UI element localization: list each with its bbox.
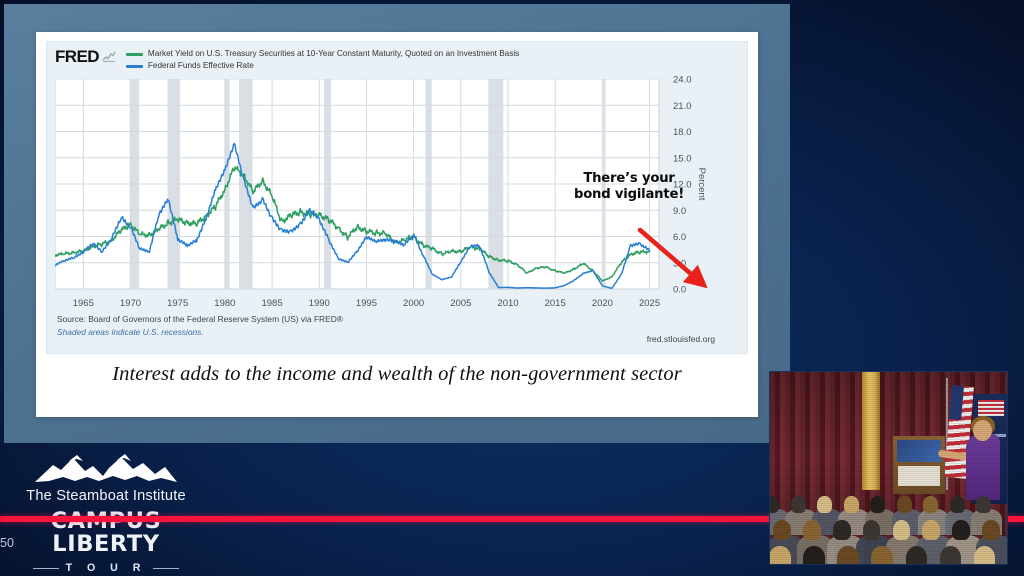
fred-chart-header: FRED Market Yield on U.S. Treasury Secur…	[47, 42, 747, 75]
chart-svg: 0.03.06.09.012.015.018.021.024.019651970…	[55, 75, 707, 309]
audience-member-head	[802, 520, 821, 541]
legend-item-treasury10y: Market Yield on U.S. Treasury Securities…	[125, 49, 520, 60]
audience-member-head	[770, 496, 779, 514]
y-axis-tick-label: 24.0	[673, 75, 692, 86]
podium-papers	[898, 466, 940, 486]
legend-swatch-fedfunds	[125, 65, 143, 68]
audience-member-head	[952, 520, 971, 541]
audience-member-head	[949, 496, 965, 514]
x-axis-tick-label: 2025	[639, 298, 660, 309]
y-axis-tick-label: 6.0	[673, 232, 686, 243]
sparkline-icon	[102, 51, 116, 62]
audience-member-head	[923, 496, 939, 514]
audience-member-head	[922, 520, 941, 541]
legend-label-treasury10y: Market Yield on U.S. Treasury Securities…	[147, 49, 520, 59]
chart-line-fedfunds	[55, 142, 651, 290]
legend-item-fedfunds: Federal Funds Effective Rate	[125, 61, 519, 72]
branding-block: The Steamboat Institute CAMPUS LIBERTY T…	[16, 452, 196, 574]
fred-chart: FRED Market Yield on U.S. Treasury Secur…	[46, 41, 748, 354]
x-axis-tick-label: 1975	[167, 298, 188, 309]
audience-member-head	[862, 520, 881, 541]
mountain-range-icon	[35, 454, 177, 482]
gold-column	[862, 372, 880, 490]
audience-member-head	[892, 520, 911, 541]
audience-member-head	[773, 520, 791, 541]
x-axis-tick-label: 1985	[261, 298, 282, 309]
chart-source-line: Source: Board of Governors of the Federa…	[57, 314, 343, 324]
y-axis-title: Percent	[696, 168, 707, 201]
institute-name: The Steamboat Institute	[26, 488, 186, 504]
podium-screen	[897, 440, 941, 462]
podium	[893, 436, 945, 494]
audience-member-head	[832, 520, 851, 541]
presentation-video-thumbnail[interactable]	[769, 371, 1008, 565]
audience	[770, 472, 1007, 564]
slide-panel: FRED Market Yield on U.S. Treasury Secur…	[4, 4, 790, 443]
y-axis-tick-label: 12.0	[673, 180, 692, 191]
x-axis-tick-label: 2020	[592, 298, 613, 309]
slide-caption: Interest adds to the income and wealth o…	[112, 363, 682, 385]
audience-member-head	[973, 546, 996, 564]
x-axis-tick-label: 2010	[497, 298, 518, 309]
audience-member-head	[871, 546, 893, 564]
tour-rule-right	[153, 567, 180, 569]
x-axis-tick-label: 1965	[73, 298, 94, 309]
speaker-body	[966, 434, 1000, 500]
audience-member-head	[770, 546, 791, 564]
audience-member-head	[896, 496, 912, 514]
x-axis-tick-label: 1990	[309, 298, 330, 309]
chart-plot-area: 0.03.06.09.012.015.018.021.024.019651970…	[55, 75, 741, 323]
chart-legend: Market Yield on U.S. Treasury Securities…	[125, 48, 520, 72]
chart-line-treasury10y	[55, 165, 651, 283]
x-axis-tick-label: 2005	[450, 298, 471, 309]
x-axis-tick-label: 1970	[120, 298, 141, 309]
progress-bar[interactable]	[0, 516, 1024, 522]
fred-wordmark: FRED	[55, 47, 99, 66]
tour-label: T O U R	[65, 562, 147, 574]
legend-swatch-treasury10y	[125, 53, 143, 56]
audience-member-head	[905, 546, 928, 564]
fred-url[interactable]: fred.stlouisfed.org	[646, 334, 715, 345]
speaker-head	[973, 420, 992, 441]
x-axis-tick-label: 2015	[545, 298, 566, 309]
y-axis-tick-label: 15.0	[673, 153, 692, 164]
banner-flag-graphic	[978, 400, 1004, 416]
tour-rule-left	[32, 567, 59, 569]
video-scanlines	[770, 372, 1007, 564]
legend-label-fedfunds: Federal Funds Effective Rate	[147, 61, 254, 71]
audience-member-head	[803, 546, 825, 564]
chart-shaded-note: Shaded areas indicate U.S. recessions.	[57, 326, 204, 337]
y-axis-tick-label: 0.0	[673, 285, 686, 296]
slide-card: FRED Market Yield on U.S. Treasury Secur…	[36, 32, 758, 417]
y-axis-tick-label: 21.0	[673, 101, 692, 112]
x-axis-tick-label: 1980	[214, 298, 235, 309]
audience-member-head	[982, 520, 1000, 541]
audience-member-head	[790, 496, 806, 514]
audience-member-head	[870, 496, 886, 514]
x-axis-tick-label: 1995	[356, 298, 377, 309]
audience-member-head	[939, 546, 962, 564]
page-number: 50	[0, 536, 14, 550]
y-axis-tick-label: 18.0	[673, 127, 692, 138]
x-axis-tick-label: 2000	[403, 298, 424, 309]
fred-logo[interactable]: FRED	[55, 48, 116, 65]
audience-member-head	[817, 496, 833, 514]
tour-row: T O U R	[16, 562, 196, 574]
y-axis-tick-label: 9.0	[673, 206, 686, 217]
audience-member-head	[843, 496, 859, 514]
red-arrow-icon	[637, 227, 708, 289]
audience-member-head	[976, 496, 992, 514]
chart-footer: Source: Board of Governors of the Federa…	[57, 313, 737, 347]
audience-member-head	[837, 546, 859, 564]
